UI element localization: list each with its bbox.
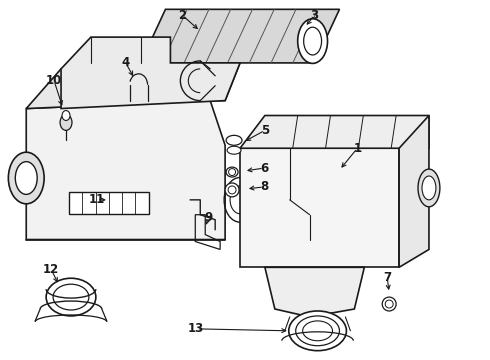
Ellipse shape bbox=[8, 152, 44, 204]
Text: 7: 7 bbox=[383, 271, 391, 284]
Ellipse shape bbox=[422, 176, 436, 200]
Ellipse shape bbox=[15, 162, 37, 194]
Text: 12: 12 bbox=[43, 263, 59, 276]
Text: 4: 4 bbox=[122, 57, 130, 69]
Polygon shape bbox=[265, 267, 365, 317]
Text: 6: 6 bbox=[260, 162, 268, 175]
Text: 9: 9 bbox=[204, 211, 212, 224]
Text: 5: 5 bbox=[261, 124, 269, 137]
Ellipse shape bbox=[303, 321, 333, 341]
Polygon shape bbox=[26, 63, 240, 109]
Ellipse shape bbox=[289, 311, 346, 351]
Ellipse shape bbox=[229, 168, 236, 176]
Ellipse shape bbox=[62, 111, 70, 121]
Polygon shape bbox=[399, 116, 429, 267]
Text: 11: 11 bbox=[89, 193, 105, 206]
Ellipse shape bbox=[226, 135, 242, 145]
Text: 2: 2 bbox=[178, 9, 186, 22]
Ellipse shape bbox=[228, 186, 236, 194]
Ellipse shape bbox=[298, 19, 327, 63]
Ellipse shape bbox=[227, 146, 241, 154]
Ellipse shape bbox=[226, 167, 238, 177]
Ellipse shape bbox=[385, 300, 393, 308]
Text: 3: 3 bbox=[311, 9, 319, 22]
Ellipse shape bbox=[295, 316, 340, 346]
Text: 8: 8 bbox=[260, 180, 268, 193]
Polygon shape bbox=[61, 37, 240, 109]
Polygon shape bbox=[240, 116, 429, 148]
Polygon shape bbox=[26, 100, 225, 239]
Ellipse shape bbox=[225, 183, 239, 197]
Polygon shape bbox=[69, 192, 148, 214]
Ellipse shape bbox=[53, 284, 89, 310]
Ellipse shape bbox=[46, 278, 96, 316]
Ellipse shape bbox=[418, 169, 440, 207]
Polygon shape bbox=[141, 9, 340, 63]
Ellipse shape bbox=[382, 297, 396, 311]
Polygon shape bbox=[240, 148, 399, 267]
Ellipse shape bbox=[60, 114, 72, 130]
Text: 1: 1 bbox=[353, 142, 362, 155]
Text: 10: 10 bbox=[46, 74, 62, 87]
Ellipse shape bbox=[304, 27, 321, 55]
Text: 13: 13 bbox=[188, 322, 204, 336]
